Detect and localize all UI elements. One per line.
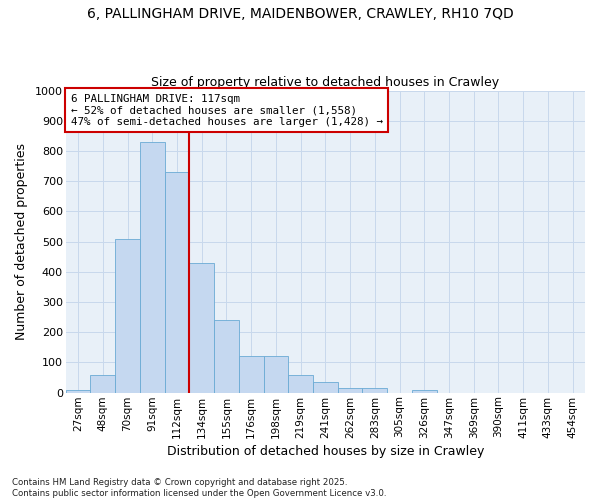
Bar (263, 356, 288, 392)
Bar (66, 390, 91, 392)
Bar (412, 390, 437, 392)
Text: 6, PALLINGHAM DRIVE, MAIDENBOWER, CRAWLEY, RH10 7QD: 6, PALLINGHAM DRIVE, MAIDENBOWER, CRAWLE… (86, 8, 514, 22)
Y-axis label: Number of detached properties: Number of detached properties (15, 143, 28, 340)
Bar (288, 374, 313, 392)
Bar (190, 263, 214, 392)
Title: Size of property relative to detached houses in Crawley: Size of property relative to detached ho… (151, 76, 499, 90)
Bar (164, 172, 190, 392)
Bar (338, 388, 362, 392)
Text: Contains HM Land Registry data © Crown copyright and database right 2025.
Contai: Contains HM Land Registry data © Crown c… (12, 478, 386, 498)
Bar (313, 382, 338, 392)
Bar (214, 320, 239, 392)
Bar (140, 142, 164, 393)
Bar (91, 374, 115, 392)
Bar (239, 356, 263, 392)
Bar (115, 238, 140, 392)
Bar (362, 388, 387, 392)
Text: 6 PALLINGHAM DRIVE: 117sqm
← 52% of detached houses are smaller (1,558)
47% of s: 6 PALLINGHAM DRIVE: 117sqm ← 52% of deta… (71, 94, 383, 127)
X-axis label: Distribution of detached houses by size in Crawley: Distribution of detached houses by size … (167, 444, 484, 458)
